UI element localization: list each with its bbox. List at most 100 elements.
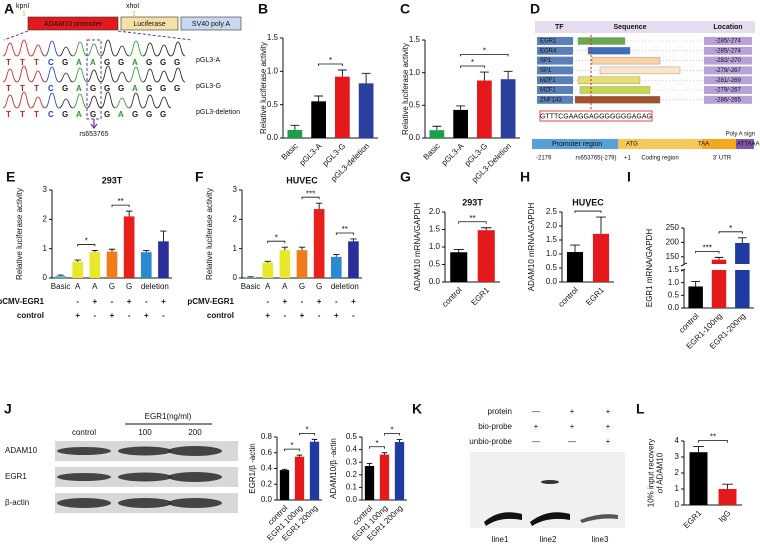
chromatogram-peak — [30, 70, 46, 83]
chromatogram-peak — [30, 44, 46, 57]
y-tick-label: 2 — [43, 214, 48, 223]
header-label: Sequence — [613, 24, 646, 31]
region-label: 3' UTR — [713, 156, 732, 162]
chromatogram-peak — [44, 40, 60, 57]
treatment-sign: - — [352, 311, 355, 320]
error-bar — [108, 248, 116, 252]
x-tick-label: EGR1 — [682, 508, 704, 530]
bar — [123, 216, 135, 278]
y-tick-label: 200 — [666, 238, 680, 247]
error-bar — [691, 280, 701, 287]
tf-box — [537, 37, 573, 45]
y-axis-label: 10% input recovery — [647, 439, 656, 507]
treatment-sign: - — [76, 297, 79, 306]
significance-bracket — [384, 433, 400, 436]
axis-break-gap — [685, 264, 755, 270]
significance-label: * — [275, 233, 278, 242]
row-label: ADAM10 — [5, 446, 38, 455]
chromatogram-peak — [2, 42, 18, 57]
tf-name: SP1 — [540, 68, 552, 74]
column-label: 200 — [188, 428, 202, 437]
y-axis-label: EGR1/β -actin — [248, 443, 257, 493]
y-tick-label: 0.8 — [261, 432, 273, 441]
y-tick-label: 0.2 — [346, 470, 358, 479]
chromatogram-peak — [44, 66, 60, 83]
tf-site — [574, 96, 661, 104]
error-bar — [570, 244, 580, 253]
header-label: Location — [713, 24, 742, 31]
chromatogram-peak — [100, 39, 116, 57]
error-bar — [453, 249, 464, 253]
chromatogram-peak — [72, 67, 88, 83]
significance-label: * — [290, 441, 293, 450]
treatment-label: pCMV-EGR1 — [0, 297, 45, 306]
error-bar — [337, 69, 347, 77]
significance-bracket — [695, 250, 720, 254]
snp-label: rs653765 — [79, 131, 108, 138]
y-tick-label: 0.4 — [261, 464, 273, 473]
signal-name: Poly A sign — [726, 132, 755, 138]
significance-bracket — [718, 231, 743, 234]
sign: — — [568, 437, 576, 446]
y-tick-label: 2.0 — [429, 207, 441, 216]
polya-region — [736, 139, 754, 149]
panel-letter: B — [258, 1, 268, 17]
y-tick-label: 250 — [666, 223, 680, 232]
y-tick-label: 2 — [675, 468, 680, 477]
chromatogram-peak — [72, 41, 88, 57]
chromatogram-peak — [170, 41, 186, 57]
y-tick-label: 1.0 — [668, 278, 680, 287]
x-tick-label: G — [126, 282, 132, 291]
y-tick-label: 4 — [675, 436, 680, 445]
location-box — [704, 86, 752, 94]
y-axis-label: Relative luciferase activity — [15, 188, 24, 280]
error-bar — [396, 439, 403, 443]
error-bar — [281, 468, 288, 471]
significance-bracket — [458, 221, 487, 224]
treatment-sign: - — [318, 311, 321, 320]
chromatogram-peak — [58, 98, 74, 109]
treatment-sign: + — [161, 297, 166, 306]
sequence-box — [539, 110, 653, 122]
bar — [379, 454, 390, 500]
error-bar — [74, 259, 81, 262]
location: -286/-265 — [715, 97, 741, 103]
bar — [477, 80, 492, 138]
error-bar — [350, 238, 357, 242]
significance-label: *** — [703, 243, 712, 252]
location: -282/-270 — [715, 58, 741, 64]
sign: + — [570, 422, 575, 431]
lane-label: line2 — [540, 535, 557, 544]
error-bar — [714, 256, 724, 260]
sequence-name: pGL3-A — [196, 57, 220, 64]
location-box — [704, 76, 752, 85]
y-tick-label: 0.1 — [346, 483, 358, 492]
bar — [592, 233, 610, 282]
panel-letter: G — [400, 169, 411, 185]
y-tick-label: 0.5 — [346, 432, 358, 441]
significance-bracket — [299, 432, 315, 436]
significance-label: * — [586, 203, 589, 212]
tf-site — [599, 66, 681, 75]
significance-bracket — [111, 204, 130, 208]
panel-letter: H — [520, 169, 530, 185]
error-bar — [281, 246, 289, 251]
bar — [262, 262, 274, 278]
treatment-sign: + — [317, 297, 322, 306]
y-tick-label: 0.3 — [346, 457, 358, 466]
bar — [500, 79, 516, 138]
x-tick-label: control — [440, 285, 464, 309]
error-bar — [57, 274, 64, 276]
tf-site — [577, 37, 626, 45]
tf-name: MZF1 — [540, 88, 556, 94]
tf-site — [579, 86, 651, 94]
bar — [330, 256, 342, 278]
bar — [394, 442, 405, 500]
significance-label: ** — [710, 433, 716, 442]
treatment-sign: - — [162, 311, 165, 320]
blot-band — [118, 498, 172, 508]
treatment-sign: - — [145, 297, 148, 306]
x-tick-label: pGL3-A — [440, 141, 466, 167]
y-tick-label: 0.0 — [546, 277, 558, 286]
x-tick-label: deletion — [331, 282, 359, 291]
